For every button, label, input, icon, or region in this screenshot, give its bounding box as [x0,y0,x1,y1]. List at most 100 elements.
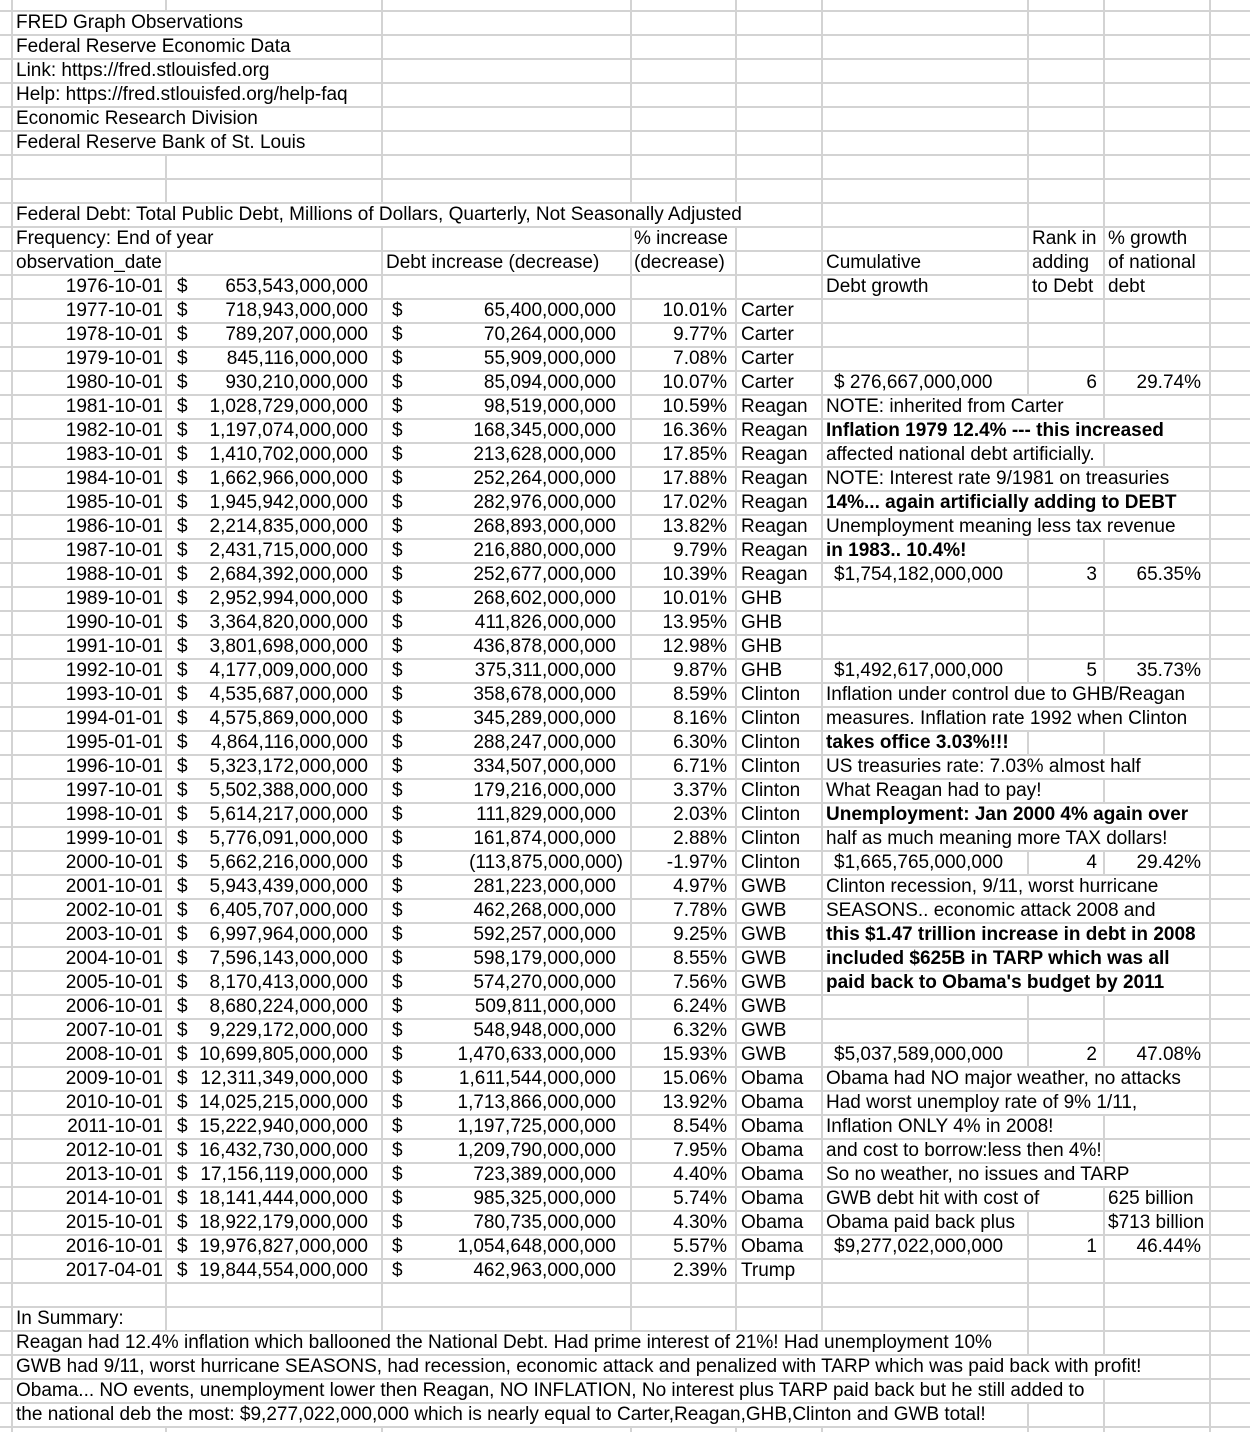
cell-date[interactable]: 1995-01-01 [65,732,163,754]
cell-president[interactable]: Reagan [741,516,808,538]
cell-note[interactable]: in 1983.. 10.4%! [826,540,967,562]
header-line[interactable]: Federal Reserve Economic Data [16,36,291,58]
cell-cumulative-debt-growth[interactable]: $1,665,765,000,000 [834,852,1004,874]
cell-debt[interactable]: 17,156,119,000,000 [200,1164,368,1186]
cell-president[interactable]: Reagan [741,396,808,418]
cell-currency[interactable]: $ [392,780,403,802]
cell-date[interactable]: 2001-10-01 [65,876,163,898]
cell-date[interactable]: 1996-10-01 [65,756,163,778]
cell-pct-change[interactable]: 13.92% [662,1092,727,1114]
cell-pct-change[interactable]: 5.74% [673,1188,727,1210]
cell-currency[interactable]: $ [392,492,403,514]
cell-president[interactable]: Reagan [741,444,808,466]
cell-note[interactable]: Clinton recession, 9/11, worst hurricane [826,876,1159,898]
cell-date[interactable]: 1983-10-01 [65,444,163,466]
cell-currency[interactable]: $ [392,1236,403,1258]
cell-president[interactable]: Trump [741,1260,796,1282]
cell-date[interactable]: 2013-10-01 [65,1164,163,1186]
cell-rank[interactable]: 3 [1086,564,1097,586]
header-growth[interactable]: debt [1108,276,1145,298]
cell-debt-increase[interactable]: 281,223,000,000 [473,876,616,898]
cell-currency[interactable]: $ [392,924,403,946]
cell-debt-increase[interactable]: 358,678,000,000 [473,684,616,706]
cell-debt[interactable]: 8,170,413,000,000 [209,972,368,994]
cell-date[interactable]: 1982-10-01 [65,420,163,442]
cell-note[interactable]: Unemployment meaning less tax revenue [826,516,1176,538]
cell-debt[interactable]: 3,364,820,000,000 [209,612,368,634]
cell-date[interactable]: 1991-10-01 [65,636,163,658]
cell-currency[interactable]: $ [177,852,188,874]
cell-pct-change[interactable]: 17.85% [662,444,727,466]
cell-cumulative-debt-growth[interactable]: $1,492,617,000,000 [834,660,1004,682]
cell-rank[interactable]: 5 [1086,660,1097,682]
cell-note[interactable]: 14%... again artificially adding to DEBT [826,492,1177,514]
header-cumulative[interactable]: Debt growth [826,276,929,298]
cell-debt[interactable]: 2,214,835,000,000 [209,516,368,538]
cell-date[interactable]: 2008-10-01 [65,1044,163,1066]
cell-debt-increase[interactable]: (113,875,000,000) [469,852,623,874]
series-title[interactable]: Federal Debt: Total Public Debt, Million… [16,204,742,226]
cell-president[interactable]: GWB [741,972,787,994]
cell-pct-change[interactable]: 10.59% [662,396,727,418]
cell-president[interactable]: Reagan [741,468,808,490]
cell-currency[interactable]: $ [177,876,188,898]
cell-date[interactable]: 2003-10-01 [65,924,163,946]
cell-debt-increase[interactable]: 574,270,000,000 [473,972,616,994]
header-rank[interactable]: to Debt [1032,276,1094,298]
header-line[interactable]: FRED Graph Observations [16,12,244,34]
cell-currency[interactable]: $ [392,804,403,826]
cell-debt-increase[interactable]: 592,257,000,000 [473,924,616,946]
header-rank[interactable]: Rank in [1032,228,1097,250]
cell-note[interactable]: half as much meaning more TAX dollars! [826,828,1168,850]
cell-pct-change[interactable]: 10.01% [662,588,727,610]
cell-date[interactable]: 1997-10-01 [65,780,163,802]
cell-currency[interactable]: $ [392,1116,403,1138]
cell-debt[interactable]: 845,116,000,000 [226,348,368,370]
header-line[interactable]: Link: https://fred.stlouisfed.org [16,60,270,82]
cell-pct-change[interactable]: 6.30% [673,732,727,754]
cell-currency[interactable]: $ [177,372,188,394]
cell-currency[interactable]: $ [392,1260,403,1282]
cell-currency[interactable]: $ [177,516,188,538]
cell-president[interactable]: Clinton [741,780,801,802]
cell-debt-increase[interactable]: 65,400,000,000 [483,300,616,322]
cell-debt-increase[interactable]: 98,519,000,000 [483,396,616,418]
cell-pct-change[interactable]: 9.25% [673,924,727,946]
header-observation-date[interactable]: observation_date [16,252,162,274]
cell-president[interactable]: Obama [741,1188,804,1210]
cell-president[interactable]: Obama [741,1164,804,1186]
summary-line[interactable]: Reagan had 12.4% inflation which balloon… [16,1332,992,1354]
cell-pct-change[interactable]: 17.02% [662,492,727,514]
cell-currency[interactable]: $ [392,684,403,706]
cell-date[interactable]: 2012-10-01 [65,1140,163,1162]
cell-debt[interactable]: 4,575,869,000,000 [209,708,368,730]
cell-debt[interactable]: 4,177,009,000,000 [209,660,368,682]
cell-currency[interactable]: $ [392,420,403,442]
cell-debt[interactable]: 2,952,994,000,000 [209,588,368,610]
cell-pct-change[interactable]: 16.36% [662,420,727,442]
cell-debt[interactable]: 718,943,000,000 [225,300,368,322]
header-growth[interactable]: of national [1108,252,1196,274]
cell-debt[interactable]: 930,210,000,000 [225,372,368,394]
cell-pct-change[interactable]: 3.37% [673,780,727,802]
cell-pct-change[interactable]: 12.98% [662,636,727,658]
cell-debt[interactable]: 5,502,388,000,000 [209,780,368,802]
cell-currency[interactable]: $ [177,972,188,994]
cell-debt-increase[interactable]: 1,713,866,000,000 [457,1092,616,1114]
cell-note[interactable]: Obama had NO major weather, no attacks [826,1068,1181,1090]
cell-currency[interactable]: $ [177,1236,188,1258]
cell-debt[interactable]: 15,222,940,000,000 [198,1116,368,1138]
cell-president[interactable]: GWB [741,900,787,922]
cell-date[interactable]: 1977-10-01 [65,300,163,322]
cell-debt-increase[interactable]: 179,216,000,000 [473,780,616,802]
cell-pct-change[interactable]: 10.39% [662,564,727,586]
cell-debt-increase[interactable]: 111,829,000,000 [476,804,616,826]
cell-growth-pct[interactable]: 65.35% [1136,564,1201,586]
cell-president[interactable]: Reagan [741,420,808,442]
cell-currency[interactable]: $ [392,348,403,370]
cell-note[interactable]: measures. Inflation rate 1992 when Clint… [826,708,1188,730]
cell-date[interactable]: 1978-10-01 [65,324,163,346]
cell-debt[interactable]: 5,323,172,000,000 [209,756,368,778]
cell-president[interactable]: Obama [741,1116,804,1138]
cell-date[interactable]: 2009-10-01 [65,1068,163,1090]
